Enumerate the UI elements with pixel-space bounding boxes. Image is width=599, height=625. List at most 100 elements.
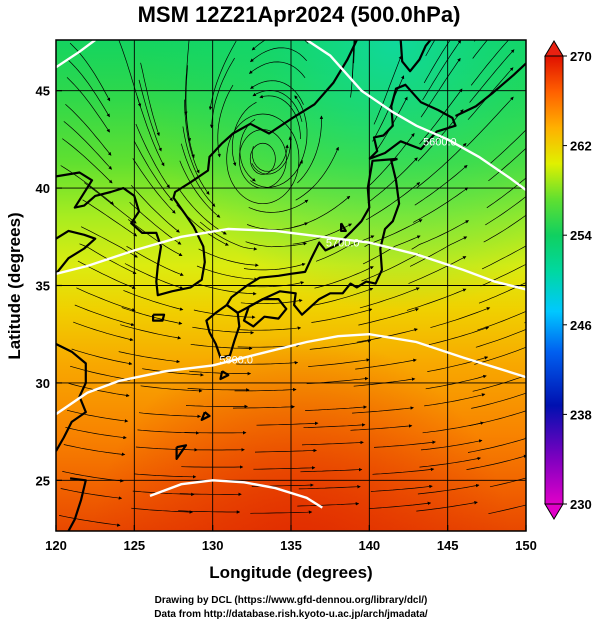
- streamline: [425, 40, 436, 57]
- streamline: [179, 160, 221, 218]
- streamline: [253, 466, 316, 470]
- chart-title: MSM 12Z21Apr2024 (500.0hPa): [138, 2, 461, 27]
- streamline: [352, 406, 414, 414]
- x-tick-label: 125: [123, 538, 145, 553]
- streamline: [189, 370, 252, 376]
- streamline: [420, 57, 461, 118]
- streamline: [472, 40, 488, 59]
- streamline: [364, 219, 423, 248]
- streamline: [60, 488, 123, 500]
- coastline: [56, 229, 97, 275]
- streamline: [350, 424, 413, 431]
- streamline: [60, 165, 114, 205]
- streamline: [248, 199, 309, 213]
- streamline: [179, 492, 242, 497]
- colorbar-tick-label: 246: [570, 318, 592, 333]
- streamline: [546, 0, 595, 44]
- streamline: [234, 387, 297, 392]
- streamline: [469, 410, 526, 426]
- coastline: [368, 83, 457, 160]
- streamline: [248, 61, 306, 79]
- x-tick-label: 150: [515, 538, 537, 553]
- streamline: [63, 444, 126, 457]
- coastline: [56, 40, 358, 297]
- streamline: [489, 477, 526, 488]
- height-contour: [306, 40, 526, 191]
- streamline: [140, 385, 203, 393]
- coastline: [152, 313, 166, 322]
- plot-area: 5700.0 5800.0 5600.0: [56, 0, 595, 531]
- streamline: [240, 298, 303, 305]
- y-tick-label: 45: [36, 84, 50, 99]
- streamline: [250, 47, 307, 63]
- streamline: [142, 368, 204, 377]
- streamline: [406, 288, 467, 311]
- height-contour: [56, 227, 526, 291]
- streamline: [195, 282, 257, 296]
- streamline: [251, 40, 309, 51]
- streamline: [236, 360, 299, 365]
- streamline: [180, 143, 216, 207]
- streamline: [68, 60, 110, 118]
- streamline: [417, 483, 480, 495]
- streamline: [251, 144, 289, 172]
- streamline: [474, 40, 476, 42]
- coastline: [399, 40, 432, 73]
- streamline: [470, 40, 510, 86]
- coastline: [175, 444, 188, 460]
- y-axis-ticks: 25 30 35 40 45: [36, 84, 62, 488]
- streamline: [485, 196, 526, 226]
- streamline: [297, 115, 324, 184]
- streamline: [118, 40, 142, 108]
- streamline: [69, 42, 111, 102]
- streamline: [488, 147, 526, 182]
- streamline: [480, 263, 526, 287]
- streamline: [295, 146, 339, 201]
- streamline: [314, 266, 374, 289]
- x-tick-label: 120: [45, 538, 67, 553]
- vortex-ring: [226, 113, 300, 205]
- streamline: [232, 405, 295, 409]
- streamline: [178, 510, 241, 514]
- streamline: [312, 287, 374, 306]
- colorbar-min-triangle: [544, 503, 564, 520]
- streamline: [419, 88, 463, 145]
- height-contour: [56, 332, 526, 416]
- colorbar-bar: [544, 55, 564, 505]
- streamline: [373, 55, 402, 125]
- streamline: [474, 346, 526, 365]
- streamline: [416, 142, 467, 189]
- streamline: [300, 467, 363, 473]
- streamline: [198, 248, 259, 267]
- streamline: [370, 484, 433, 492]
- streamline: [132, 490, 195, 497]
- x-tick-label: 140: [358, 538, 380, 553]
- coastline: [340, 222, 347, 232]
- x-tick-label: 130: [202, 538, 224, 553]
- streamline: [131, 507, 194, 514]
- streamline: [259, 94, 301, 140]
- streamline: [251, 136, 293, 175]
- streamline: [408, 256, 467, 284]
- streamline: [466, 96, 514, 147]
- streamline: [239, 119, 256, 182]
- streamline: [425, 374, 487, 390]
- streamline: [82, 199, 138, 237]
- coastline: [67, 477, 87, 531]
- y-tick-label: 40: [36, 181, 50, 196]
- streamline: [187, 388, 250, 392]
- streamline: [419, 456, 481, 468]
- grid-lines: [56, 40, 526, 531]
- streamline: [409, 236, 468, 267]
- vortex-ring: [249, 142, 276, 175]
- colorbar-max-triangle: [544, 40, 564, 57]
- streamline: [359, 287, 420, 309]
- streamline: [311, 308, 373, 323]
- streamline: [138, 412, 201, 419]
- streamline: [367, 157, 418, 203]
- streamline: [182, 126, 210, 195]
- streamline: [469, 49, 515, 103]
- streamline: [486, 177, 526, 209]
- streamline: [252, 90, 303, 122]
